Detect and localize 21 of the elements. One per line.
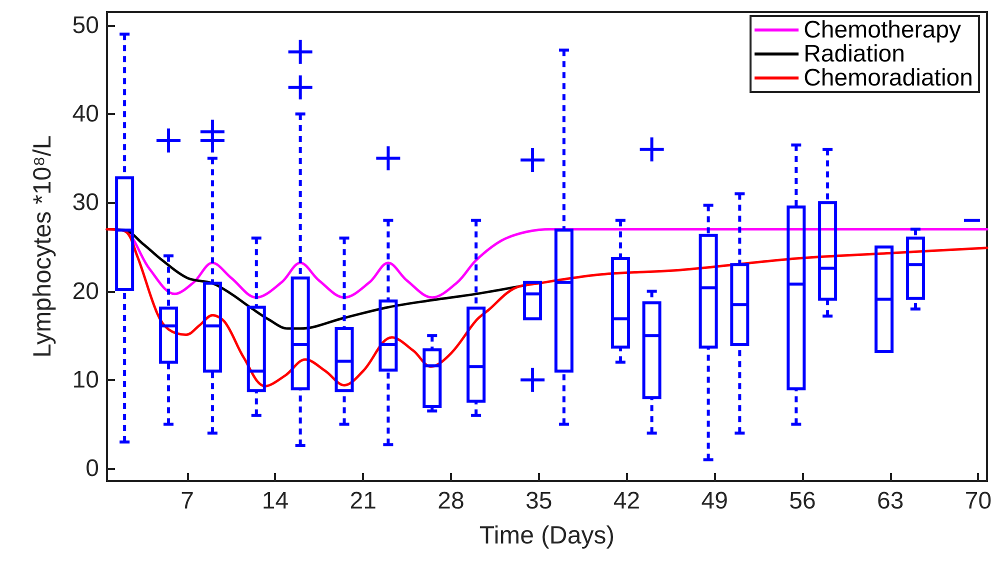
x-tick-label: 35	[525, 488, 552, 514]
x-tick-label: 56	[789, 488, 816, 514]
x-tick-label: 7	[180, 488, 194, 514]
y-tick-label: 40	[72, 100, 99, 128]
y-tick-label: 20	[72, 278, 99, 305]
x-tick-label: 63	[876, 488, 904, 514]
x-axis-title: Time (Days)	[479, 522, 615, 550]
x-tick-label: 42	[613, 488, 640, 514]
x-tick-label: 49	[701, 488, 728, 514]
y-tick-label: 10	[72, 366, 99, 394]
legend-label: Chemoradiation	[804, 64, 974, 92]
y-axis-title: Lymphocytes *10⁸/L	[28, 135, 56, 358]
legend-label: Radiation	[804, 40, 905, 68]
y-tick-label: 0	[86, 455, 99, 482]
y-tick-label: 30	[72, 189, 99, 216]
legend-label: Chemotherapy	[804, 16, 961, 44]
x-tick-label: 21	[350, 488, 376, 514]
x-tick-label: 14	[262, 488, 289, 514]
y-tick-label: 50	[72, 12, 99, 39]
x-tick-label: 28	[438, 488, 464, 514]
x-tick-label: 70	[964, 488, 992, 514]
